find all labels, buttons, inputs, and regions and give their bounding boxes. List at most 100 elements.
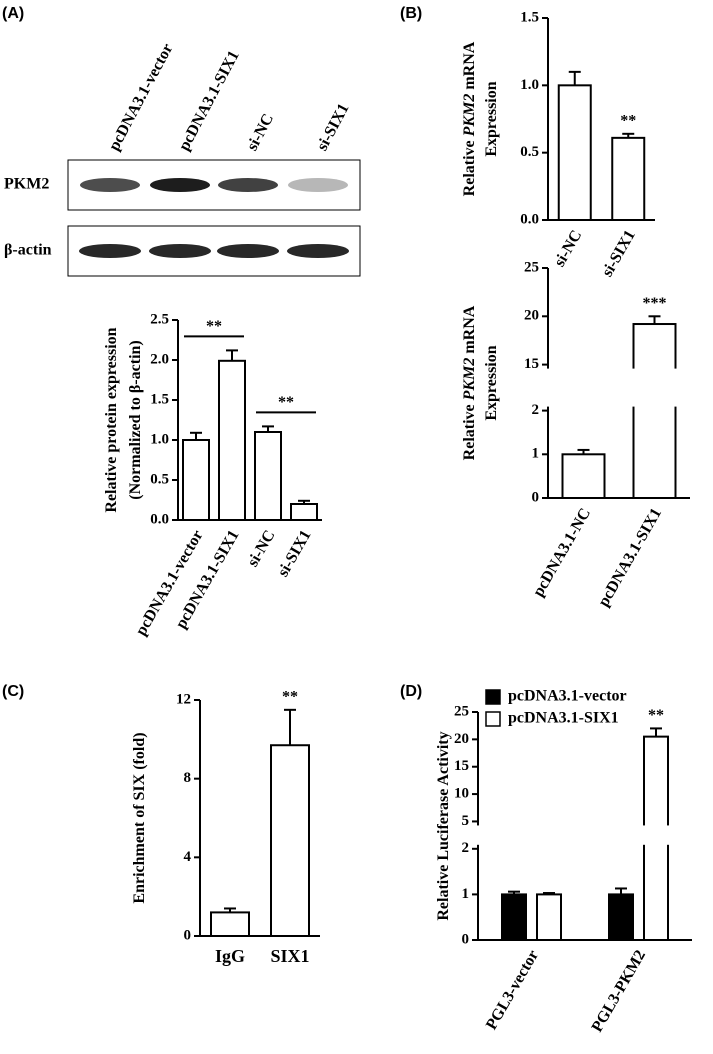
x-tick-label: PGL3-PKM2	[589, 947, 649, 1035]
y-tick-label: 20	[524, 308, 539, 324]
y-axis-label-part: mRNA	[461, 305, 478, 357]
y-axis-label: (Normalized to β-actin)	[127, 340, 144, 500]
y-tick-label: 0.0	[520, 211, 539, 227]
x-tick-label: IgG	[215, 946, 245, 966]
bar	[561, 453, 606, 499]
y-axis-label: Relative protein expression	[103, 327, 120, 512]
y-axis-label: Expression	[483, 81, 500, 156]
significance-label: **	[278, 394, 294, 411]
y-tick-label: 1	[462, 886, 470, 902]
x-tick-label: SIX1	[270, 946, 309, 966]
y-tick-label: 2.5	[150, 311, 169, 327]
blot-band	[79, 244, 141, 258]
y-tick-label: 1.0	[520, 77, 539, 93]
significance-label: **	[648, 707, 664, 724]
y-axis-label-part: Relative Luciferase Activity	[435, 731, 452, 920]
y-tick-label: 25	[454, 703, 469, 719]
legend-swatch	[485, 711, 501, 727]
significance-label: **	[620, 112, 636, 129]
y-axis-label-part: Expression	[483, 345, 500, 420]
y-tick-label: 1.0	[150, 431, 169, 447]
bar	[608, 893, 634, 942]
y-axis-label-part: Relative	[461, 136, 478, 196]
y-tick-label: 2	[462, 840, 470, 856]
blot-row-label: β-actin	[4, 242, 52, 259]
bar	[210, 911, 250, 938]
y-axis-label-part: Relative	[461, 400, 478, 460]
axis-break	[470, 825, 694, 845]
y-axis-label-part: (Normalized to β-actin)	[127, 340, 144, 500]
axis-break	[540, 368, 692, 407]
blot-band	[287, 244, 349, 258]
y-tick-label: 20	[454, 731, 469, 747]
panel-label: (C)	[2, 683, 24, 700]
bar	[270, 744, 310, 937]
y-axis-label-part: PKM2	[461, 358, 478, 402]
panel-label: (A)	[2, 5, 24, 22]
y-axis-label: Enrichment of SIX (fold)	[131, 732, 148, 903]
lane-label: si-NC	[244, 111, 277, 154]
y-tick-label: 0.0	[150, 511, 169, 527]
blot-band	[218, 178, 278, 192]
x-tick-label: si-SIX1	[275, 527, 315, 579]
significance-label: ***	[643, 295, 667, 312]
bar	[536, 893, 562, 942]
y-axis-label: Relative Luciferase Activity	[435, 731, 452, 920]
lane-label: si-SIX1	[314, 101, 353, 154]
y-axis-label-part: mRNA	[461, 41, 478, 93]
y-tick-label: 5	[462, 813, 470, 829]
y-axis-label: Expression	[483, 345, 500, 420]
y-axis-label: Relative PKM2 mRNA	[461, 41, 478, 196]
y-tick-label: 0	[532, 489, 540, 505]
significance-label: **	[206, 318, 222, 335]
y-tick-label: 0	[462, 931, 470, 947]
y-axis-label-part: Expression	[483, 81, 500, 156]
y-tick-label: 8	[184, 770, 192, 786]
y-axis-label-part: Enrichment of SIX (fold)	[131, 732, 148, 903]
bar	[501, 893, 527, 942]
legend-swatch	[485, 689, 501, 705]
bar	[218, 359, 246, 521]
y-tick-label: 2	[532, 402, 540, 418]
y-tick-label: 12	[176, 691, 191, 707]
y-tick-label: 0.5	[150, 471, 169, 487]
lane-label: pcDNA3.1-vector	[106, 41, 177, 154]
y-tick-label: 15	[454, 758, 469, 774]
x-tick-label: si-SIX1	[599, 227, 639, 279]
bar	[632, 323, 677, 500]
y-axis-label: Relative PKM2 mRNA	[461, 305, 478, 460]
blot-band	[80, 178, 140, 192]
x-tick-label: pcDNA3.1-SIX1	[595, 505, 665, 609]
blot-band	[217, 244, 279, 258]
y-tick-label: 2.0	[150, 351, 169, 367]
y-tick-label: 15	[524, 356, 539, 372]
bar	[182, 439, 210, 521]
y-axis-label-part: PKM2	[461, 94, 478, 138]
bar	[290, 503, 318, 521]
lane-label: pcDNA3.1-SIX1	[176, 48, 243, 154]
legend-label: pcDNA3.1-SIX1	[508, 710, 619, 727]
y-tick-label: 4	[184, 849, 192, 865]
panel-label: (B)	[400, 5, 422, 22]
blot-band	[288, 178, 348, 192]
blot-band	[150, 178, 210, 192]
bar	[557, 84, 592, 222]
legend-label: pcDNA3.1-vector	[508, 688, 627, 705]
y-axis-label-part: Relative protein expression	[103, 327, 120, 512]
bar	[254, 431, 282, 521]
blot-row-label: PKM2	[4, 176, 49, 193]
y-tick-label: 25	[524, 259, 539, 275]
y-tick-label: 0.5	[520, 144, 539, 160]
bar	[611, 136, 646, 221]
blot-band	[149, 244, 211, 258]
y-tick-label: 1.5	[150, 391, 169, 407]
x-tick-label: pcDNA3.1-NC	[530, 505, 594, 599]
y-tick-label: 1.5	[520, 9, 539, 25]
panel-label: (D)	[400, 683, 422, 700]
significance-label: **	[282, 689, 298, 706]
y-tick-label: 10	[454, 786, 469, 802]
y-tick-label: 1	[532, 446, 540, 462]
y-tick-label: 0	[184, 927, 192, 943]
x-tick-label: PGL3-vector	[483, 947, 542, 1032]
